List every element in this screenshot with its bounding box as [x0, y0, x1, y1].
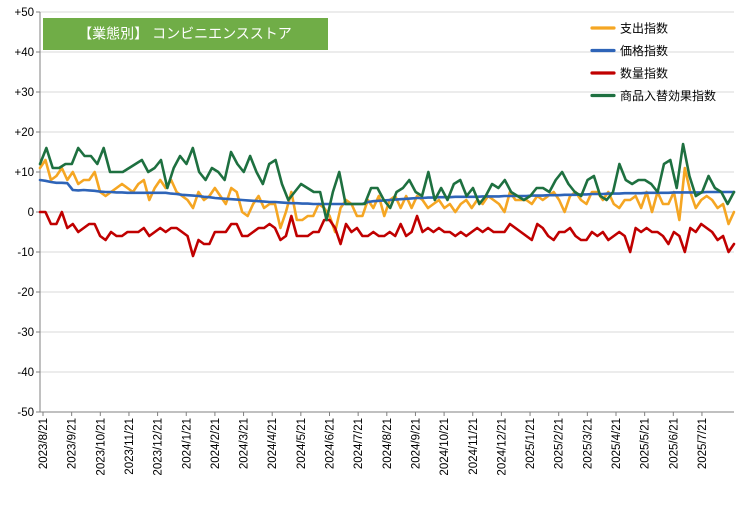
x-tick-label: 2025/4/21 [611, 418, 623, 469]
x-tick-label: 2024/2/21 [210, 418, 222, 469]
title-box: 【業態別】 コンビニエンスストア [43, 18, 328, 50]
x-tick-label: 2024/11/21 [468, 418, 480, 475]
x-tick-label: 2025/5/21 [640, 418, 652, 469]
legend-label: 支出指数 [620, 21, 668, 36]
x-tick-label: 2023/12/21 [153, 418, 165, 476]
series-line-0 [38, 158, 736, 234]
x-tick-label: 2024/3/21 [239, 418, 251, 469]
x-tick-label: 2023/9/21 [67, 418, 79, 469]
x-tick-label: 2023/10/21 [95, 418, 107, 476]
x-tick-label: 2025/3/21 [582, 418, 594, 469]
y-tick-label: -20 [17, 287, 34, 299]
x-tick-label: 2025/2/21 [554, 418, 566, 469]
y-tick-label: -30 [17, 327, 34, 339]
series-lines [38, 142, 736, 258]
x-tick-label: 2024/7/21 [353, 418, 365, 469]
x-tick-label: 2024/12/21 [496, 418, 508, 476]
y-axis: +50 +40 +30 +20 +10 0 -10 -20 -30 -40 -50 [14, 7, 41, 419]
x-tick-label: 2024/10/21 [439, 418, 451, 476]
series-line-2 [38, 210, 736, 258]
x-tick-label: 2025/6/21 [668, 418, 680, 469]
x-tick-label: 2025/1/21 [525, 418, 537, 469]
series-line-1 [38, 178, 736, 206]
x-tick-label: 2024/1/21 [181, 418, 193, 469]
series-line-3 [38, 142, 736, 222]
y-tick-label: -50 [17, 407, 34, 419]
x-tick-label: 2025/7/21 [697, 418, 709, 469]
y-tick-label: -10 [17, 247, 34, 259]
legend-label: 価格指数 [620, 43, 668, 58]
x-tick-label: 2024/4/21 [267, 418, 279, 469]
title-background [43, 18, 328, 50]
x-tick-label: 2023/8/21 [38, 418, 50, 469]
x-tick-label: 2024/9/21 [410, 418, 422, 469]
y-tick-label: +50 [14, 7, 34, 19]
y-tick-label: +10 [14, 167, 34, 179]
legend-label: 数量指数 [620, 66, 668, 81]
x-tick-label: 2024/8/21 [382, 418, 394, 469]
y-tick-label: 0 [28, 207, 34, 219]
x-tick-label: 2024/6/21 [325, 418, 337, 469]
y-tick-label: -40 [17, 367, 34, 379]
x-tick-label: 2023/11/21 [124, 418, 136, 475]
chart-title: 【業態別】 コンビニエンスストア [78, 26, 292, 42]
y-tick-label: +20 [14, 127, 34, 139]
legend-label: 商品入替効果指数 [620, 88, 716, 103]
y-tick-label: +40 [14, 47, 34, 59]
y-tick-label: +30 [14, 87, 34, 99]
x-axis: 2023/8/21 2023/9/21 2023/10/21 2023/11/21 20… [38, 411, 734, 476]
x-tick-label: 2024/5/21 [296, 418, 308, 469]
